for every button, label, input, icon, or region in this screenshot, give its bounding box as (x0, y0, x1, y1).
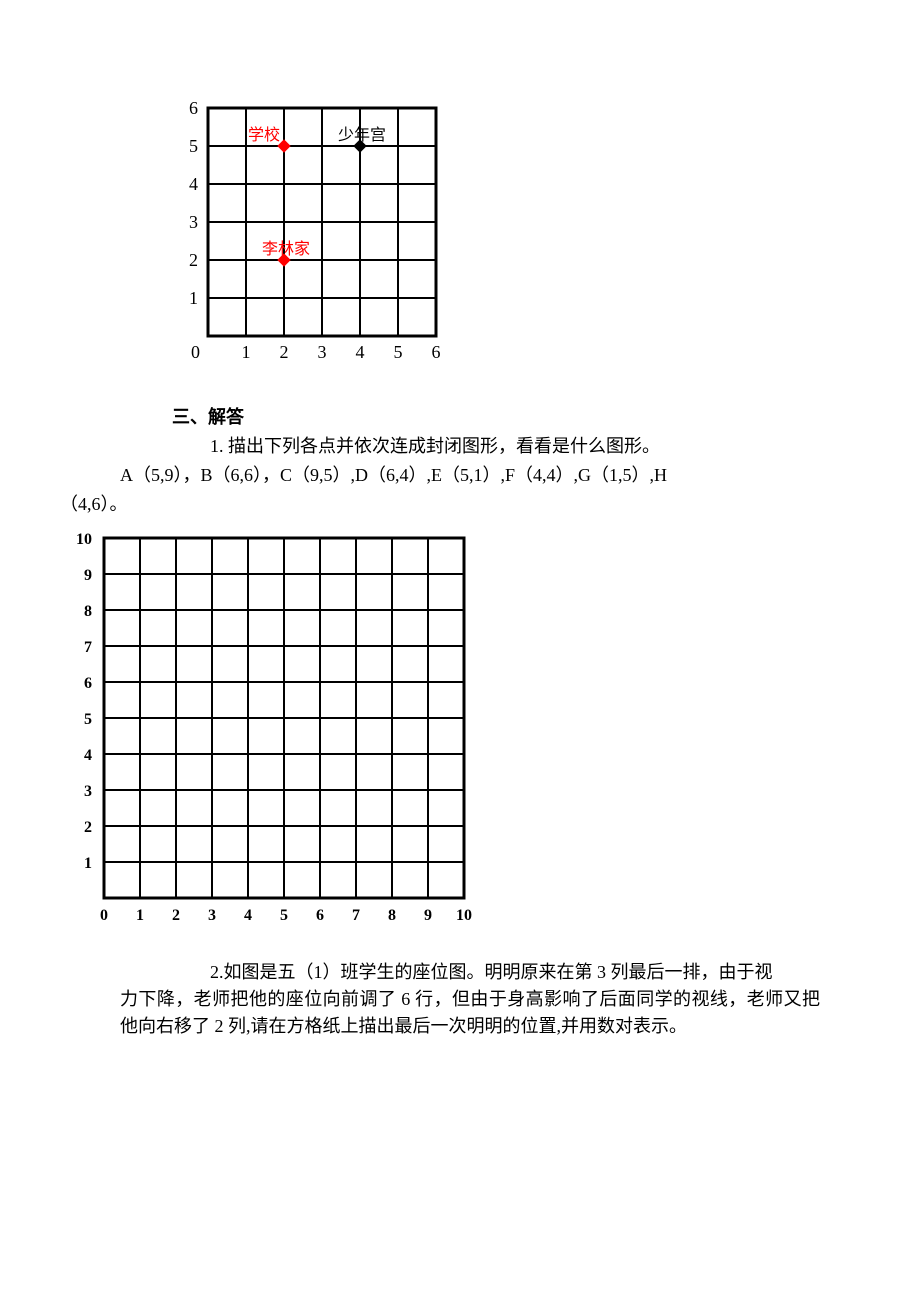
svg-text:4: 4 (84, 747, 92, 764)
question-1-coordinates-cont: （4,6）。 (60, 491, 860, 518)
svg-text:李林家: 李林家 (262, 240, 310, 258)
svg-text:6: 6 (316, 907, 324, 924)
section-heading: 三、解答 (172, 403, 860, 429)
svg-text:9: 9 (424, 907, 432, 924)
svg-text:2: 2 (172, 907, 180, 924)
svg-text:3: 3 (84, 783, 92, 800)
svg-text:7: 7 (352, 907, 360, 924)
svg-text:5: 5 (394, 342, 403, 362)
svg-text:4: 4 (356, 342, 365, 362)
svg-text:9: 9 (84, 567, 92, 584)
svg-text:1: 1 (242, 342, 251, 362)
svg-text:10: 10 (76, 531, 92, 548)
coordinate-grid-large: 1 2 3 4 5 6 7 8 9 10 0 1 2 3 4 5 6 7 8 9 10 (60, 524, 860, 937)
svg-text:6: 6 (432, 342, 441, 362)
question-2-body: 力下降，老师把他的座位向前调了 6 行，但由于身高影响了后面同学的视线，老师又把… (120, 986, 820, 1040)
svg-text:6: 6 (189, 98, 198, 118)
svg-text:2: 2 (84, 819, 92, 836)
svg-text:8: 8 (388, 907, 396, 924)
svg-text:5: 5 (189, 136, 198, 156)
question-2-line1: 2.如图是五（1）班学生的座位图。明明原来在第 3 列最后一排，由于视 (210, 959, 860, 986)
svg-text:3: 3 (189, 212, 198, 232)
svg-text:3: 3 (208, 907, 216, 924)
svg-text:5: 5 (84, 711, 92, 728)
svg-text:少年宫: 少年宫 (338, 126, 386, 144)
svg-text:0: 0 (100, 907, 108, 924)
svg-text:8: 8 (84, 603, 92, 620)
question-1-prompt: 1. 描出下列各点并依次连成封闭图形，看看是什么图形。 (210, 433, 860, 460)
svg-text:1: 1 (84, 855, 92, 872)
svg-text:1: 1 (189, 288, 198, 308)
svg-text:6: 6 (84, 675, 92, 692)
svg-text:5: 5 (280, 907, 288, 924)
svg-text:7: 7 (84, 639, 92, 656)
svg-text:4: 4 (244, 907, 252, 924)
svg-text:学校: 学校 (248, 126, 280, 144)
svg-text:1: 1 (136, 907, 144, 924)
svg-text:0: 0 (191, 342, 200, 362)
svg-text:2: 2 (189, 250, 198, 270)
question-1-coordinates: A（5,9），B（6,6），C（9,5）,D（6,4）,E（5,1）,F（4,4… (120, 462, 860, 489)
svg-text:10: 10 (456, 907, 472, 924)
svg-text:3: 3 (318, 342, 327, 362)
svg-text:2: 2 (280, 342, 289, 362)
svg-text:4: 4 (189, 174, 198, 194)
coordinate-grid-small: 1 2 3 4 5 6 1 2 3 4 5 6 0 学校 少年宫李林家 (172, 90, 860, 375)
